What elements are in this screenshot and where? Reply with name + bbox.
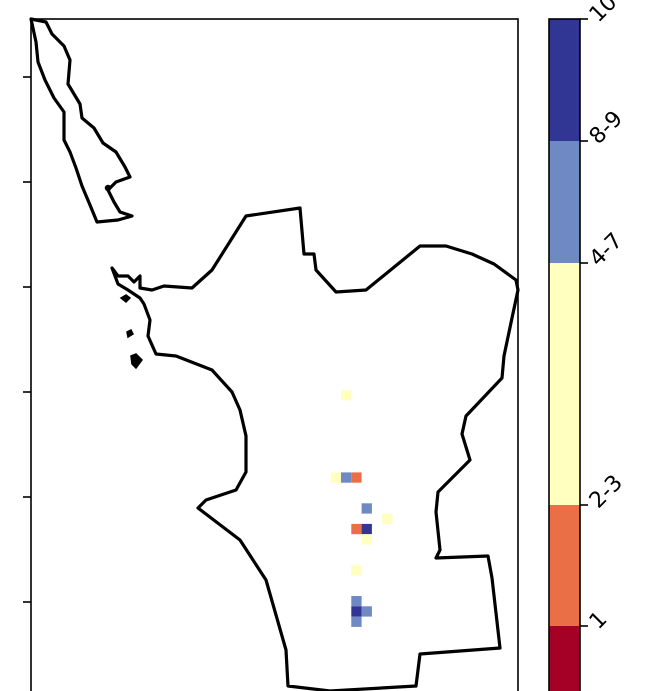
islet (126, 328, 134, 339)
colorbar-band (549, 263, 580, 505)
y-axis-ticks (23, 76, 31, 603)
colorbar-band (549, 141, 580, 263)
grid-cell (351, 596, 362, 607)
grid-cell (341, 472, 352, 483)
grid-cell (361, 523, 372, 535)
colorbar-frame (548, 18, 581, 691)
islet (104, 184, 112, 192)
colorbar-label: 10 (585, 0, 622, 27)
colorbar-band (549, 505, 580, 626)
grid-cell (351, 606, 362, 617)
grid-cell (361, 503, 372, 514)
map-frame (30, 18, 519, 691)
grid-cell (351, 565, 362, 576)
mainland-coastline (110, 206, 520, 691)
grid-cell (351, 523, 362, 535)
grid-cell (341, 390, 352, 401)
islet (119, 294, 132, 304)
colorbar-label: 2-3 (585, 470, 628, 513)
colorbar-band (549, 626, 580, 691)
data-cells (330, 390, 393, 627)
islet (130, 353, 143, 370)
colorbar-label: 8-9 (585, 106, 628, 149)
grid-cell (382, 513, 393, 524)
grid-cell (351, 472, 362, 483)
colorbar: 1 2-3 4-7 8-9 10 (548, 0, 628, 691)
grid-cell (361, 534, 372, 545)
colorbar-label: 1 (585, 607, 613, 635)
colorbar-label: 4-7 (585, 228, 628, 271)
grid-cell (330, 472, 341, 483)
grid-cell (351, 616, 362, 627)
colorbar-band (549, 19, 580, 141)
grid-cell (361, 606, 372, 617)
peninsula-coastline (29, 17, 134, 224)
